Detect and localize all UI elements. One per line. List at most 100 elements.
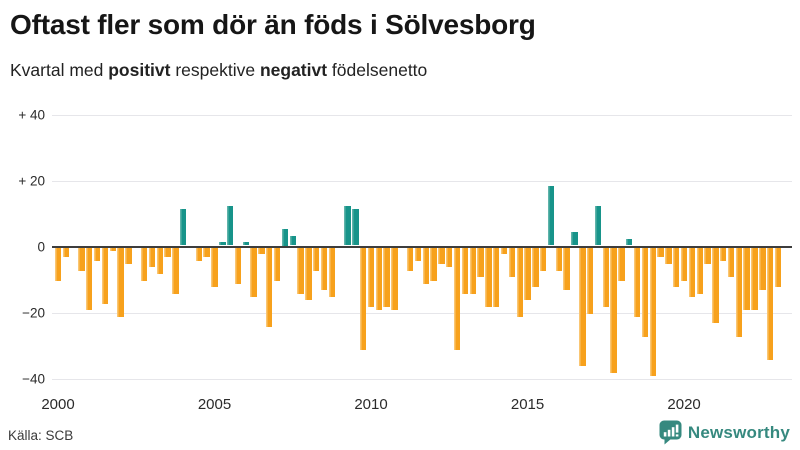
bar-positive-2017Q2 [594,205,602,246]
bar-negative-2001Q2 [93,247,101,261]
bar-negative-2021Q1 [712,247,719,324]
chart-subtitle: Kvartal med positivt respektive negativt… [10,60,790,81]
bar-negative-2007Q1 [273,247,281,281]
bar-negative-2011Q4 [422,247,429,284]
y-tick-label: + 20 [18,173,45,188]
brand-logo: Newsworthy [659,420,790,445]
bar-negative-2022Q4 [766,247,774,360]
bar-negative-2000Q1 [54,247,62,281]
bar-negative-2010Q3 [383,247,390,307]
bar-negative-2014Q3 [508,247,516,278]
x-tick-label: 2020 [667,396,701,413]
subtitle-middle: respektive [170,60,260,80]
zero-axis-line [52,245,792,248]
bar-negative-2008Q3 [320,247,328,291]
bar-negative-2003Q1 [148,247,156,268]
subtitle-positive-word: positivt [108,60,171,80]
newsworthy-icon [659,420,682,445]
bar-positive-2007Q3 [289,235,296,246]
bar-negative-2020Q1 [680,247,688,281]
y-tick-label: −40 [22,371,45,386]
bar-negative-2017Q4 [610,247,617,373]
bar-negative-2017Q3 [602,247,609,307]
bar-negative-2008Q4 [328,247,336,297]
bar-negative-2013Q3 [477,247,484,278]
bar-negative-2003Q2 [156,247,163,274]
bar-negative-2022Q2 [751,247,758,311]
bar-negative-2003Q3 [164,247,171,258]
subtitle-prefix: Kvartal med [10,60,109,80]
bar-negative-2020Q3 [696,247,703,294]
bar-positive-2006Q1 [242,242,249,246]
bar-negative-2012Q3 [446,247,453,268]
bar-negative-2012Q4 [453,247,461,350]
bar-negative-2020Q4 [704,247,711,264]
bar-negative-2001Q1 [86,247,93,311]
bar-negative-2011Q2 [406,247,414,271]
bar-negative-2019Q3 [665,247,672,264]
bar-negative-2000Q2 [62,247,70,258]
bar-positive-2015Q4 [547,186,555,246]
bar-negative-2001Q4 [109,247,116,251]
bar-negative-2004Q3 [195,247,203,261]
bar-negative-2015Q2 [532,247,539,288]
gridline-20 [52,180,792,182]
bar-negative-2008Q1 [305,247,312,301]
bar-positive-2007Q2 [281,229,289,246]
bar-positive-2016Q3 [571,232,578,246]
bar-negative-2018Q1 [618,247,625,281]
bar-negative-2014Q2 [500,247,508,255]
bar-negative-2022Q1 [743,247,750,311]
bar-negative-2015Q1 [524,247,531,301]
y-tick-label: + 40 [18,107,45,122]
bar-negative-2018Q3 [633,247,641,317]
bar-negative-2013Q1 [461,247,469,294]
bar-negative-2021Q4 [735,247,743,337]
bar-negative-2022Q3 [759,247,766,291]
bar-negative-2011Q3 [414,247,422,261]
bar-negative-2014Q4 [516,247,523,317]
bar-negative-2006Q3 [258,247,265,255]
bar-negative-2012Q1 [430,247,437,281]
bar-negative-2009Q4 [360,247,367,350]
bar-positive-2004Q1 [180,209,187,246]
bar-negative-2010Q1 [367,247,375,307]
bar-positive-2009Q3 [352,209,359,246]
bar-negative-2010Q4 [391,247,398,311]
gridline--40 [52,378,792,380]
bar-negative-2005Q4 [234,247,242,284]
bar-negative-2006Q4 [266,247,273,327]
x-tick-label: 2015 [510,396,545,413]
bar-negative-2016Q1 [555,247,563,271]
bar-negative-2001Q3 [101,247,109,304]
bar-negative-2021Q2 [720,247,727,261]
bar-negative-2000Q4 [78,247,85,271]
bar-negative-2016Q2 [563,247,570,291]
bar-negative-2013Q2 [469,247,476,294]
bar-negative-2007Q4 [297,247,304,294]
bar-negative-2014Q1 [493,247,500,307]
bar-negative-2002Q1 [117,247,124,317]
subtitle-negative-word: negativt [259,60,328,80]
bar-negative-2005Q1 [211,247,218,288]
bar-negative-2023Q1 [774,247,782,288]
y-tick-label: 0 [37,239,45,254]
bar-positive-2009Q2 [344,205,351,246]
bar-negative-2003Q4 [172,247,179,294]
bar-negative-2021Q3 [727,247,735,278]
bar-negative-2004Q4 [203,247,210,258]
bar-negative-2006Q2 [250,247,257,297]
x-tick-label: 2010 [354,396,388,413]
bar-negative-2002Q2 [125,247,132,264]
bar-positive-2005Q2 [219,242,226,246]
bar-negative-2008Q2 [313,247,320,271]
x-tick-label: 2000 [41,396,75,413]
bar-negative-2018Q4 [641,247,649,337]
bar-negative-2010Q2 [375,247,383,311]
page-title: Oftast fler som dör än föds i Sölvesborg [10,9,536,40]
bar-negative-2019Q2 [657,247,664,258]
bar-negative-2015Q3 [540,247,547,271]
brand-name: Newsworthy [687,422,790,442]
bar-negative-2013Q4 [485,247,492,307]
